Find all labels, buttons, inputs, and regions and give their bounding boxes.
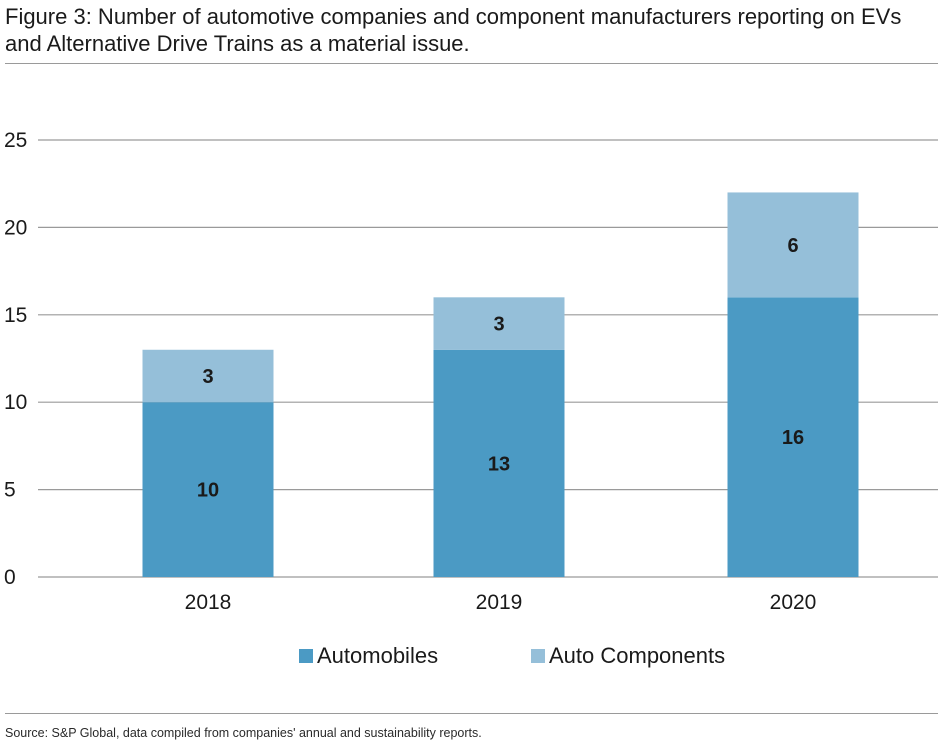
stacked-bar-chart: 0 5 10 15 20 25 10 3 2018 13 3 2019 16 6 2020 Automobil… xyxy=(4,129,938,668)
legend-label: Automobiles xyxy=(317,643,438,668)
bar-automobiles-2018 xyxy=(142,402,274,577)
title-divider xyxy=(5,63,938,64)
bar-automobiles-2020 xyxy=(727,297,859,577)
x-tick-label: 2020 xyxy=(770,591,817,614)
x-tick-label: 2018 xyxy=(185,591,232,614)
bar-auto-components-2018 xyxy=(142,349,274,403)
footer-divider xyxy=(5,713,938,714)
source-note: Source: S&P Global, data compiled from c… xyxy=(5,726,482,740)
data-label: 16 xyxy=(782,427,804,449)
y-tick-label: 0 xyxy=(4,566,16,589)
data-label: 13 xyxy=(488,453,510,475)
data-label: 6 xyxy=(787,235,798,257)
data-label: 10 xyxy=(197,480,219,502)
y-tick-label: 25 xyxy=(4,129,27,152)
y-tick-label: 5 xyxy=(4,479,16,502)
y-tick-label: 20 xyxy=(4,216,27,239)
y-tick-label: 10 xyxy=(4,391,27,414)
x-tick-label: 2019 xyxy=(476,591,523,614)
legend-swatch xyxy=(531,649,545,663)
legend-label: Auto Components xyxy=(549,643,725,668)
data-label: 3 xyxy=(493,314,504,336)
data-label: 3 xyxy=(202,366,213,388)
chart-title: Figure 3: Number of automotive companies… xyxy=(5,4,902,56)
bar-automobiles-2019 xyxy=(433,349,565,577)
y-tick-label: 15 xyxy=(4,304,27,327)
bar-auto-components-2020 xyxy=(727,192,859,298)
bar-auto-components-2019 xyxy=(433,297,565,350)
legend-swatch xyxy=(299,649,313,663)
